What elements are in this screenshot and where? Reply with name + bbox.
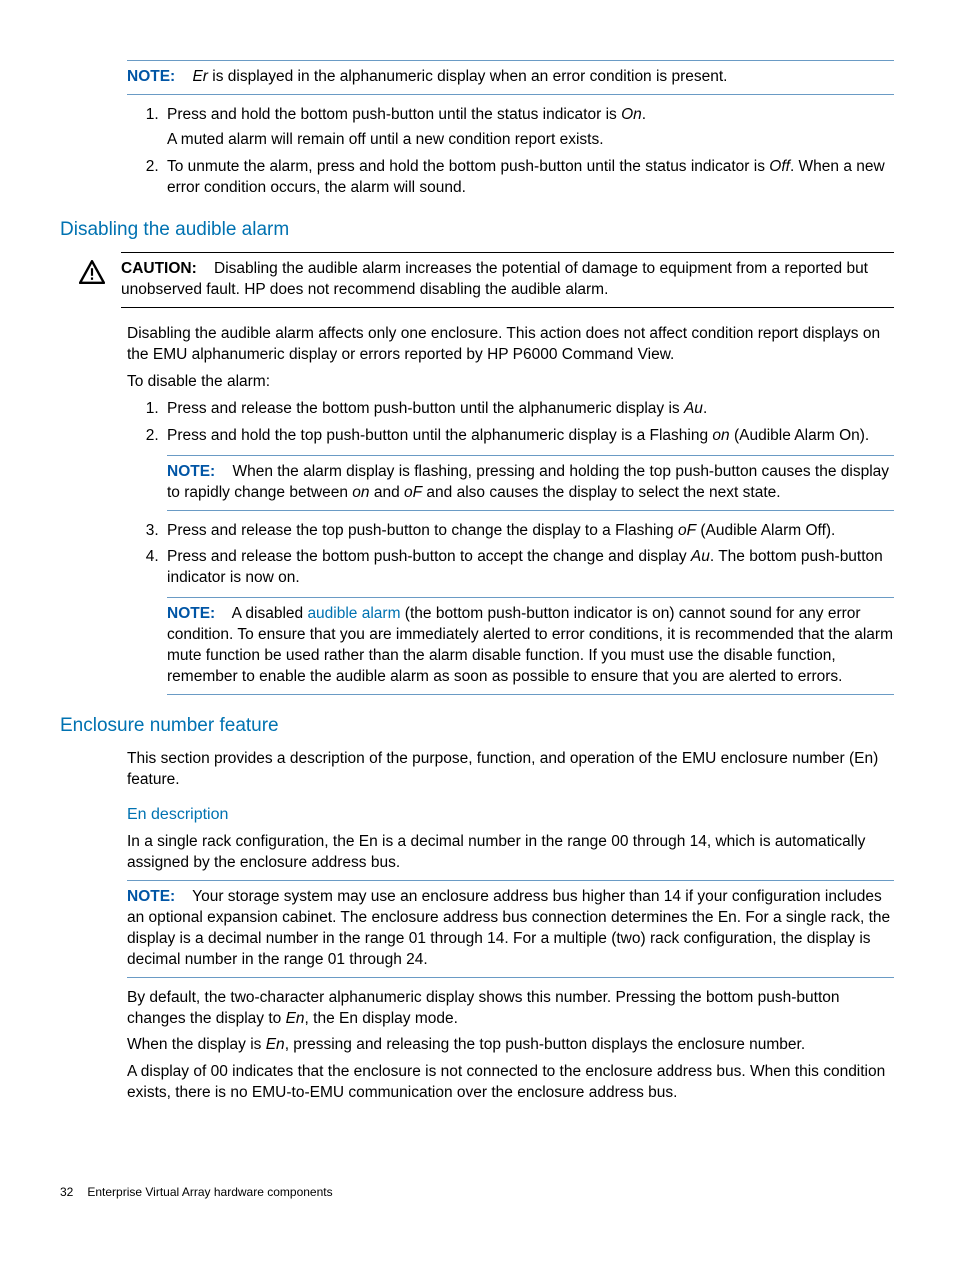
caution-block: CAUTION: Disabling the audible alarm inc… [79,252,894,318]
disable-steps: Press and release the bottom push-button… [127,399,894,695]
disable-para-2: To disable the alarm: [127,372,894,393]
en-p4: A display of 00 indicates that the enclo… [127,1062,894,1104]
caution-label: CAUTION: [121,260,197,277]
enclosure-intro: This section provides a description of t… [127,749,894,791]
en-p1: In a single rack configuration, the En i… [127,832,894,874]
audible-alarm-link[interactable]: audible alarm [307,605,400,622]
note-box-er: NOTE: Er is displayed in the alphanumeri… [127,60,894,95]
heading-disabling-alarm: Disabling the audible alarm [60,217,894,243]
caution-icon [79,260,105,284]
note-text: is displayed in the alphanumeric display… [208,68,728,85]
caution-text: Disabling the audible alarm increases th… [121,260,868,298]
step-1: Press and hold the bottom push-button un… [163,105,894,151]
page-number: 32 [60,1184,73,1200]
note-italic: Er [192,68,208,85]
disable-step-4: Press and release the bottom push-button… [163,547,894,695]
disable-step-1: Press and release the bottom push-button… [163,399,894,420]
heading-enclosure-number: Enclosure number feature [60,713,894,739]
disable-para-1: Disabling the audible alarm affects only… [127,324,894,366]
footer-title: Enterprise Virtual Array hardware compon… [87,1184,332,1200]
note-label: NOTE: [127,68,175,85]
page-content: NOTE: Er is displayed in the alphanumeri… [127,60,894,1200]
note-box-en: NOTE: Your storage system may use an enc… [127,880,894,978]
en-p2: By default, the two-character alphanumer… [127,988,894,1030]
top-steps-list: Press and hold the bottom push-button un… [127,105,894,199]
note-box-step4: NOTE: A disabled audible alarm (the bott… [167,597,894,695]
page-footer: 32 Enterprise Virtual Array hardware com… [60,1184,894,1200]
disable-step-3: Press and release the top push-button to… [163,521,894,542]
heading-en-description: En description [127,804,894,826]
disable-step-2: Press and hold the top push-button until… [163,426,894,511]
step-2: To unmute the alarm, press and hold the … [163,157,894,199]
note-box-step2: NOTE: When the alarm display is flashing… [167,455,894,511]
en-p3: When the display is En, pressing and rel… [127,1035,894,1056]
